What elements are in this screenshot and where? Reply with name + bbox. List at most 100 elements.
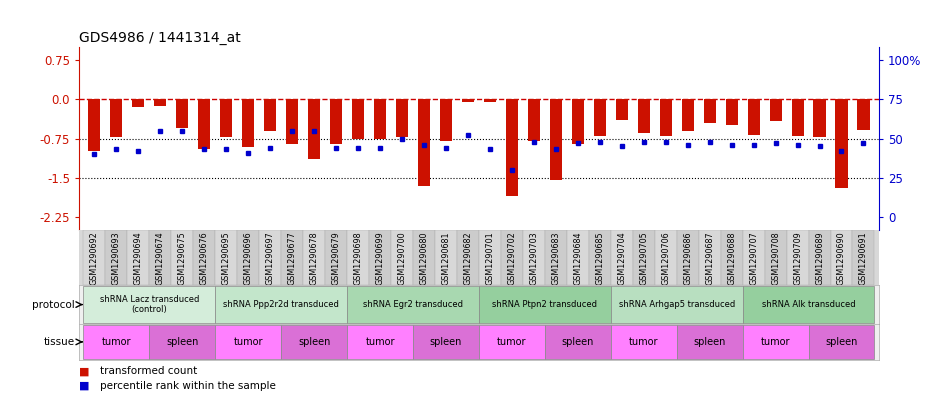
- Bar: [374, 99, 386, 138]
- Bar: [84, 230, 105, 285]
- Bar: [698, 230, 721, 285]
- Bar: [440, 99, 452, 141]
- Text: spleen: spleen: [430, 337, 462, 347]
- Bar: [150, 325, 215, 359]
- Text: GSM1290704: GSM1290704: [618, 231, 626, 285]
- Text: GSM1290694: GSM1290694: [134, 231, 143, 285]
- Bar: [743, 286, 874, 323]
- Bar: [347, 325, 413, 359]
- Bar: [84, 325, 150, 359]
- Text: shRNA Ppp2r2d transduced: shRNA Ppp2r2d transduced: [223, 300, 339, 309]
- Bar: [127, 230, 150, 285]
- Bar: [326, 230, 347, 285]
- Bar: [347, 286, 479, 323]
- Bar: [814, 99, 826, 137]
- Bar: [545, 325, 611, 359]
- Text: GSM1290679: GSM1290679: [332, 231, 340, 285]
- Bar: [589, 230, 611, 285]
- Bar: [264, 99, 276, 131]
- Bar: [791, 99, 804, 136]
- Bar: [220, 99, 232, 137]
- Text: GSM1290685: GSM1290685: [595, 231, 604, 285]
- Text: GSM1290681: GSM1290681: [442, 231, 450, 285]
- Bar: [391, 230, 413, 285]
- Bar: [193, 230, 215, 285]
- Text: GSM1290676: GSM1290676: [200, 231, 209, 285]
- Bar: [808, 230, 830, 285]
- Bar: [611, 325, 677, 359]
- Bar: [111, 99, 123, 137]
- Text: GSM1290693: GSM1290693: [112, 231, 121, 285]
- Bar: [611, 230, 632, 285]
- Bar: [177, 99, 189, 128]
- Bar: [743, 325, 808, 359]
- Text: GSM1290689: GSM1290689: [815, 231, 824, 285]
- Bar: [572, 99, 584, 144]
- Bar: [835, 99, 847, 188]
- Text: GSM1290699: GSM1290699: [376, 231, 385, 285]
- Bar: [638, 99, 650, 133]
- Bar: [659, 99, 671, 136]
- Bar: [506, 99, 518, 196]
- Text: shRNA Arhgap5 transduced: shRNA Arhgap5 transduced: [618, 300, 735, 309]
- Bar: [347, 230, 369, 285]
- Bar: [88, 99, 100, 151]
- Bar: [550, 99, 562, 180]
- Bar: [632, 230, 655, 285]
- Text: GDS4986 / 1441314_at: GDS4986 / 1441314_at: [79, 31, 241, 45]
- Text: GSM1290700: GSM1290700: [397, 231, 406, 285]
- Text: tumor: tumor: [365, 337, 395, 347]
- Bar: [457, 230, 479, 285]
- Text: GSM1290697: GSM1290697: [266, 231, 274, 285]
- Text: GSM1290680: GSM1290680: [419, 231, 429, 285]
- Bar: [501, 230, 523, 285]
- Text: GSM1290686: GSM1290686: [684, 231, 692, 285]
- Bar: [677, 230, 698, 285]
- Text: tissue: tissue: [44, 337, 75, 347]
- Bar: [528, 99, 540, 141]
- Text: GSM1290691: GSM1290691: [859, 231, 868, 285]
- Bar: [479, 325, 545, 359]
- Bar: [330, 99, 342, 144]
- Text: GSM1290678: GSM1290678: [310, 231, 319, 285]
- Bar: [682, 99, 694, 131]
- Bar: [704, 99, 716, 123]
- Bar: [286, 99, 299, 144]
- Text: tumor: tumor: [101, 337, 131, 347]
- Text: GSM1290705: GSM1290705: [639, 231, 648, 285]
- Text: GSM1290688: GSM1290688: [727, 231, 737, 285]
- Bar: [418, 99, 430, 185]
- Text: tumor: tumor: [629, 337, 658, 347]
- Bar: [853, 230, 874, 285]
- Bar: [593, 99, 605, 136]
- Bar: [154, 99, 166, 106]
- Bar: [171, 230, 193, 285]
- Bar: [215, 286, 347, 323]
- Bar: [396, 99, 408, 137]
- Bar: [132, 99, 144, 107]
- Bar: [215, 325, 281, 359]
- Bar: [281, 325, 347, 359]
- Bar: [808, 325, 874, 359]
- Bar: [479, 286, 611, 323]
- Text: spleen: spleen: [166, 337, 198, 347]
- Bar: [435, 230, 457, 285]
- Text: GSM1290690: GSM1290690: [837, 231, 846, 285]
- Bar: [857, 99, 870, 130]
- Bar: [484, 99, 496, 102]
- Bar: [769, 99, 781, 121]
- Bar: [787, 230, 808, 285]
- Bar: [748, 99, 760, 135]
- Bar: [242, 99, 254, 147]
- Bar: [567, 230, 589, 285]
- Bar: [479, 230, 501, 285]
- Bar: [677, 325, 743, 359]
- Text: spleen: spleen: [562, 337, 594, 347]
- Text: tumor: tumor: [761, 337, 790, 347]
- Text: GSM1290709: GSM1290709: [793, 231, 802, 285]
- Bar: [523, 230, 545, 285]
- Bar: [764, 230, 787, 285]
- Text: GSM1290695: GSM1290695: [221, 231, 231, 285]
- Bar: [611, 286, 743, 323]
- Bar: [545, 230, 567, 285]
